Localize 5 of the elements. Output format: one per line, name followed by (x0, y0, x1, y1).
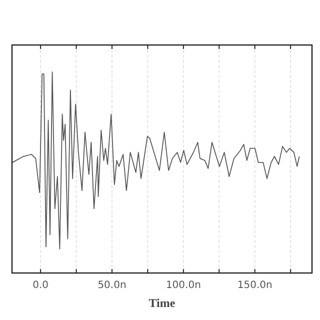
x-tick-label: 0.0 (32, 280, 49, 291)
x-tick-label: 100.0n (166, 280, 201, 291)
x-tick-label: 150.0n (237, 280, 272, 291)
x-axis-title: Time (148, 296, 176, 310)
x-tick-label: 50.0n (98, 280, 126, 291)
